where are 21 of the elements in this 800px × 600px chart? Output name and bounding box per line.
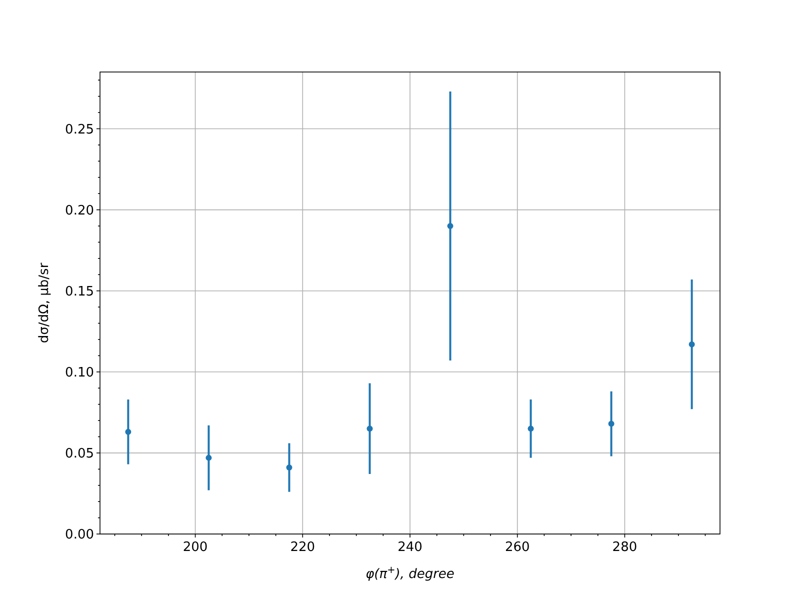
point: [688, 341, 695, 348]
x-tick-label: 260: [504, 540, 530, 555]
x-axis-title: φ(π$^{+}$), degree: [366, 564, 454, 582]
point: [286, 464, 292, 471]
x-tick-label: 220: [290, 540, 316, 555]
y-tick-label: 0.10: [65, 365, 94, 380]
point: [608, 420, 614, 427]
x-tick-label: 200: [182, 540, 208, 555]
y-tick-label: 0.20: [65, 203, 94, 218]
point: [206, 454, 212, 461]
y-tick-label: 0.05: [65, 446, 94, 462]
y-axis-title: dσ/dΩ, μb/sr: [37, 262, 52, 344]
y-tick-label: 0.25: [65, 122, 94, 138]
x-tick-label: 280: [612, 540, 638, 555]
point: [366, 426, 373, 432]
y-tick-label: 0.15: [65, 284, 94, 300]
y-tick-label: 0.00: [65, 528, 94, 543]
point: [528, 426, 534, 432]
x-tick-label: 240: [398, 540, 422, 555]
point: [447, 223, 454, 229]
point: [125, 428, 132, 435]
